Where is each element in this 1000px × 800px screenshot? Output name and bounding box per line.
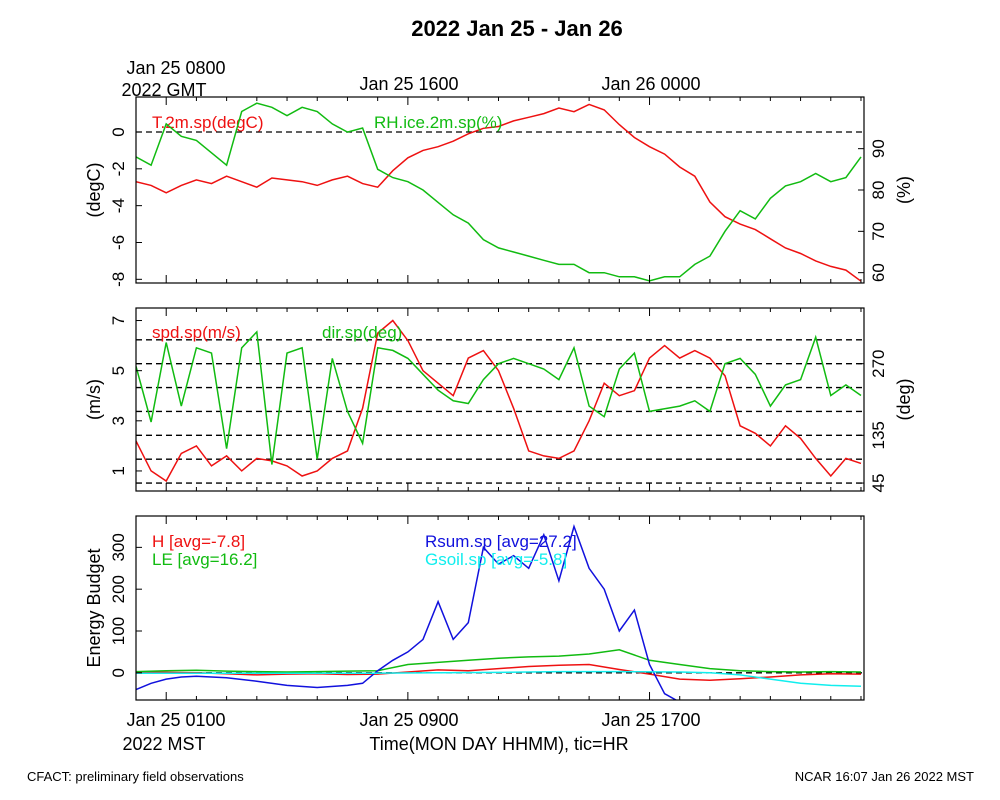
left-tick-label: -8 (109, 272, 128, 287)
series-line-blue (136, 524, 678, 700)
right-tick-label: 60 (869, 263, 888, 282)
series-line-green (136, 102, 862, 282)
series-line-red (136, 319, 862, 483)
top-time-label-1a: Jan 25 0800 (126, 58, 225, 78)
left-axis-label: Energy Budget (84, 548, 104, 667)
left-axis-label: (degC) (84, 162, 104, 217)
left-tick-label: 300 (109, 533, 128, 561)
series-line-green (136, 330, 862, 465)
right-axis-label: (%) (894, 176, 914, 204)
panel-1: T.2m.sp(degC) RH.ice.2m.sp(%) 0 -2 -4 -6 -8 (de… (84, 96, 914, 287)
left-tick-label: 0 (109, 668, 128, 677)
right-tick-label: 70 (869, 222, 888, 241)
bottom-time-label-1a: Jan 25 0100 (126, 710, 225, 730)
top-time-label-3: Jan 26 0000 (601, 74, 700, 94)
right-tick-label: 270 (869, 350, 888, 378)
left-axis-label: (m/s) (84, 379, 104, 420)
panel-frame (135, 515, 865, 701)
panel-frame (135, 307, 865, 492)
left-tick-label: 0 (109, 127, 128, 136)
series-line-cyan (136, 670, 862, 687)
legend-red: T.2m.sp(degC) (152, 113, 263, 132)
top-time-label-1b: 2022 GMT (121, 80, 206, 100)
legend-cyan: Gsoil.sp [avg=-5.8] (425, 550, 567, 569)
bottom-time-label-1b: 2022 MST (122, 734, 205, 754)
footer-left: CFACT: preliminary field observations (27, 769, 244, 784)
legend-red: spd.sp(m/s) (152, 323, 241, 342)
left-tick-label: 1 (109, 466, 128, 475)
bottom-time-label-3: Jan 25 1700 (601, 710, 700, 730)
left-tick-label: 100 (109, 617, 128, 645)
left-tick-label: 5 (109, 366, 128, 375)
x-axis-label: Time(MON DAY HHMM), tic=HR (369, 734, 628, 754)
chart-title: 2022 Jan 25 - Jan 26 (411, 16, 623, 41)
left-tick-label: -2 (109, 161, 128, 176)
left-tick-label: 7 (109, 316, 128, 325)
right-tick-label: 45 (869, 474, 888, 493)
legend-green: RH.ice.2m.sp(%) (374, 113, 502, 132)
series-line-red (136, 103, 862, 282)
legend-blue: Rsum.sp [avg=27.2] (425, 532, 577, 551)
footer-right: NCAR 16:07 Jan 26 2022 MST (795, 769, 974, 784)
left-tick-label: 200 (109, 575, 128, 603)
panel-2: spd.sp(m/s) dir.sp(deg) 7 5 3 1 (m/s) 270 135 45 (… (84, 307, 914, 493)
series-line-red (136, 663, 862, 682)
right-axis-label: (deg) (894, 378, 914, 420)
left-tick-label: 3 (109, 416, 128, 425)
right-tick-label: 135 (869, 421, 888, 449)
right-tick-label: 90 (869, 139, 888, 158)
left-tick-label: -6 (109, 235, 128, 250)
panel-3: H [avg=-7.8]LE [avg=16.2] Rsum.sp [avg=27… (84, 515, 865, 701)
series-line-green (136, 649, 862, 673)
top-time-label-2: Jan 25 1600 (359, 74, 458, 94)
left-tick-label: -4 (109, 198, 128, 213)
legend-red: H [avg=-7.8] (152, 532, 245, 551)
right-tick-label: 80 (869, 181, 888, 200)
legend-green: LE [avg=16.2] (152, 550, 257, 569)
bottom-time-label-2: Jan 25 0900 (359, 710, 458, 730)
legend-green: dir.sp(deg) (322, 323, 402, 342)
